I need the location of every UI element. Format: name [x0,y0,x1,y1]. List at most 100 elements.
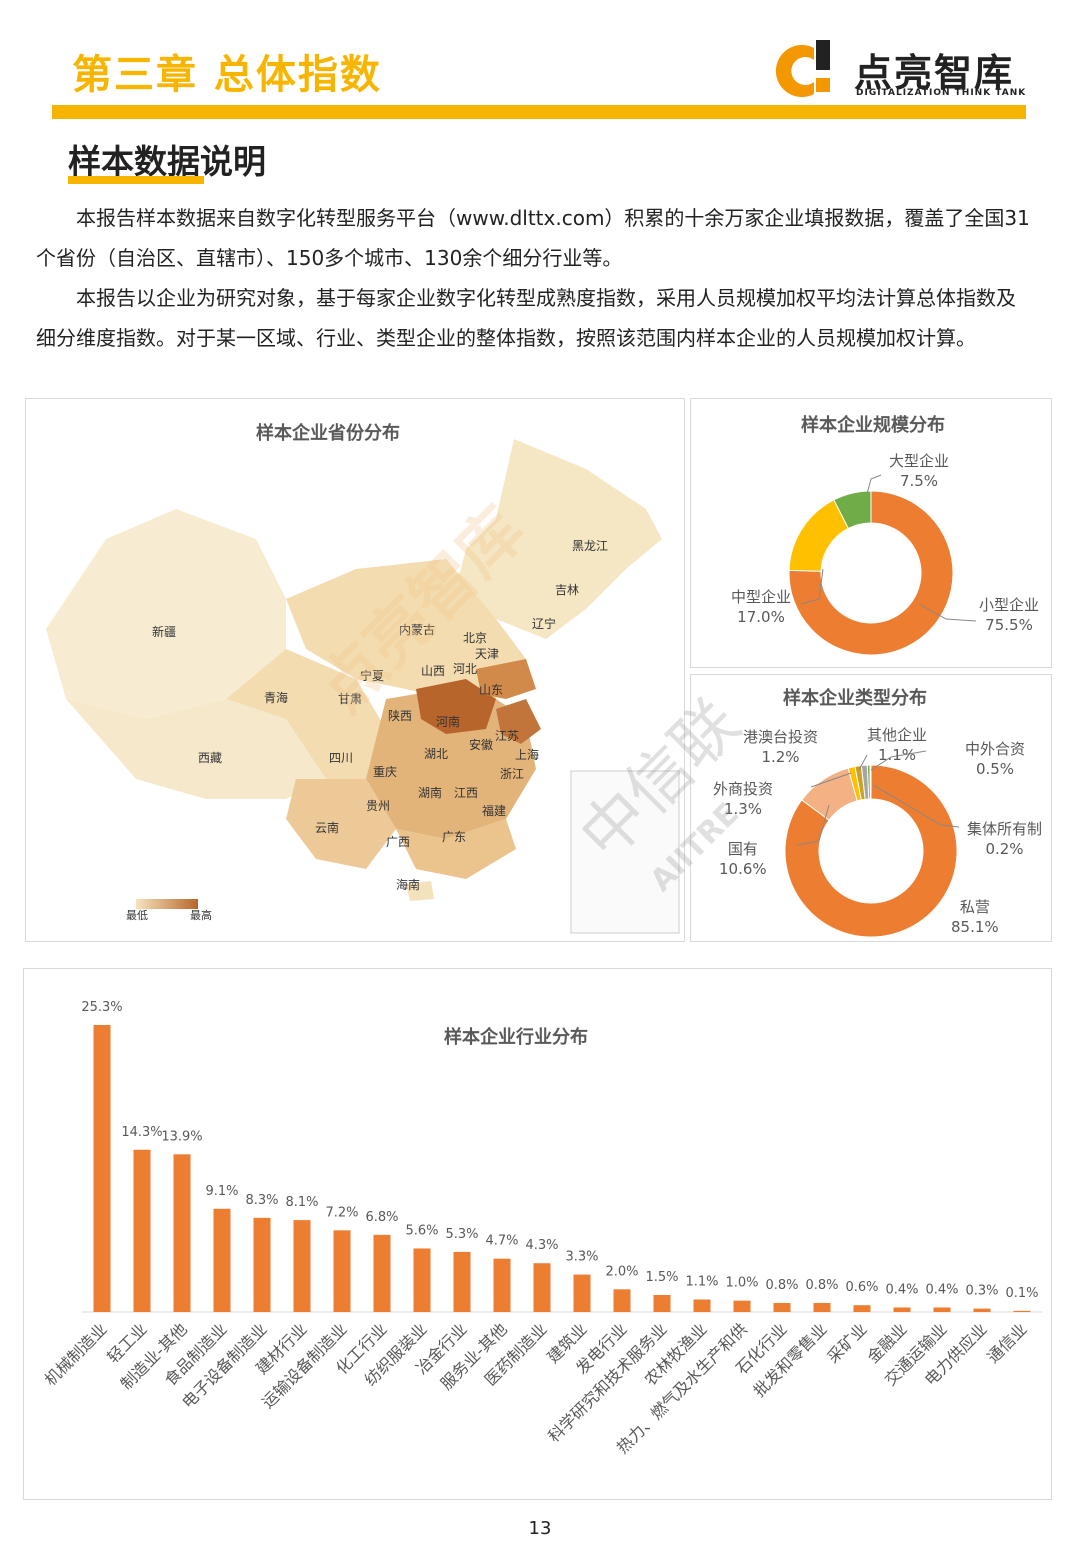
map-region-label: 陕西 [388,709,413,723]
bar [413,1248,431,1312]
bar [933,1307,951,1312]
map-xinjiang [46,509,286,719]
map-region-label: 山西 [421,664,446,678]
bar-value-label: 2.0% [605,1264,638,1279]
bar-value-label: 0.3% [965,1284,998,1299]
china-map [46,439,680,934]
donut-slice [788,499,849,572]
value-label: 0.5% [975,760,1015,778]
bar-value-label: 0.8% [805,1278,838,1293]
donut-label-collective: 集体所有制 0.2% [967,819,1042,859]
bar [1013,1310,1031,1312]
bar [93,1025,111,1312]
donut-label-small: 小型企业 75.5% [979,595,1039,635]
paragraph-2: 本报告以企业为研究对象，基于每家企业数字化转型成熟度指数，采用人员规模加权平均法… [36,286,1016,350]
map-region-label: 河北 [453,662,478,676]
map-region-label: 广西 [386,835,411,849]
type-donut-chart [784,750,960,938]
leader-line [796,804,830,846]
map-region-label: 江苏 [495,729,520,743]
bar-value-label: 5.6% [405,1223,438,1238]
industry-chart-title: 样本企业行业分布 [444,1027,588,1048]
map-region-label: 安徽 [469,738,494,752]
bar [613,1289,631,1312]
map-region-label: 上海 [515,748,540,762]
map-southwest [286,779,396,869]
bar-value-label: 1.0% [725,1276,758,1291]
bar [973,1308,991,1312]
bar-value-label: 4.7% [485,1234,518,1249]
chapter-title: 第三章 总体指数 [72,52,382,98]
donut-label-foreign: 外商投资 1.3% [713,779,773,819]
size-chart-title: 样本企业规模分布 [801,415,945,436]
map-north [286,559,526,699]
map-xizang [66,699,326,799]
map-henan [416,679,496,734]
bar [373,1234,391,1312]
bar-value-label: 13.9% [161,1129,202,1144]
bar [253,1217,271,1312]
donut-label-large: 大型企业 7.5% [889,451,949,491]
leader-line [866,474,882,495]
map-region-label: 湖南 [418,786,443,800]
category-label: 港澳台投资 [743,728,819,746]
bar-value-label: 0.8% [765,1278,798,1293]
value-label: 1.3% [723,800,763,818]
leader-line [810,772,852,788]
donut-slice [788,490,954,656]
bar-value-label: 3.3% [565,1250,598,1265]
bar-value-label: 7.2% [325,1205,358,1220]
category-label: 国有 [727,840,758,858]
map-region-label: 青海 [264,691,289,705]
x-tick-label: 机械制造业 [41,1319,111,1389]
map-northeast [456,439,662,639]
bar-value-label: 5.3% [445,1227,478,1242]
donut-label-medium: 中型企业 17.0% [731,587,791,627]
bar [733,1300,751,1312]
map-shandong [476,659,536,699]
map-panel: 样本企业省份分布 黑龙江 吉林 辽宁 内蒙古 北京 天津 新疆 宁夏 山西 河北… [25,398,685,942]
map-region-label: 贵州 [366,799,391,813]
section-underline [68,176,204,184]
leader-line [858,754,868,771]
bar [133,1149,151,1312]
map-region-label: 广东 [442,830,467,844]
map-region-label: 四川 [329,751,354,765]
donut-label-private: 私营 85.1% [951,897,999,937]
x-tick-label: 通信业 [983,1319,1030,1366]
map-jiangsu [496,699,541,744]
map-region-label: 辽宁 [532,617,557,631]
leader-line [872,784,960,828]
category-label: 中外合资 [965,740,1026,758]
size-donut-chart [788,474,977,656]
value-label: 7.5% [899,472,939,490]
map-hainan [406,881,434,901]
map-region-label: 天津 [475,647,500,661]
leader-line [918,603,977,622]
map-region-label: 甘肃 [338,692,363,706]
bar [573,1274,591,1312]
map-region-label: 新疆 [152,625,177,639]
map-central [366,689,536,839]
donut-label-state: 国有 10.6% [719,839,767,879]
map-region-label: 湖北 [424,747,449,761]
industry-chart-panel: 样本企业行业分布 25.3% 机械制造业 14.3% 轻工业 13.9% 制造业-其他 9.… [23,968,1052,1500]
bar [333,1230,351,1312]
bar [453,1251,471,1312]
map-region-label: 海南 [396,878,421,892]
category-label: 外商投资 [713,780,774,798]
paragraph-1: 本报告样本数据来自数字化转型服务平台（www.dlttx.com）积累的十余万家… [36,206,1030,270]
category-label: 中型企业 [731,588,792,606]
bar-value-label: 0.4% [925,1282,958,1297]
bar [813,1302,831,1312]
header-bar [52,105,1026,119]
x-tick-label: 采矿业 [823,1319,870,1366]
map-west [226,649,386,779]
industry-bar-chart: 25.3%机械制造业14.3%轻工业13.9%制造业-其他9.1%食品制造业8.… [41,1000,1042,1457]
bar [293,1220,311,1312]
size-chart-panel: 样本企业规模分布 大型企业 7.5% 中型企业 17.0% 小型企业 75.5% [690,398,1052,668]
map-region-label: 北京 [463,631,488,645]
leader-line [800,568,824,605]
bar-value-label: 14.3% [121,1125,162,1140]
page-number: 13 [528,1518,552,1539]
